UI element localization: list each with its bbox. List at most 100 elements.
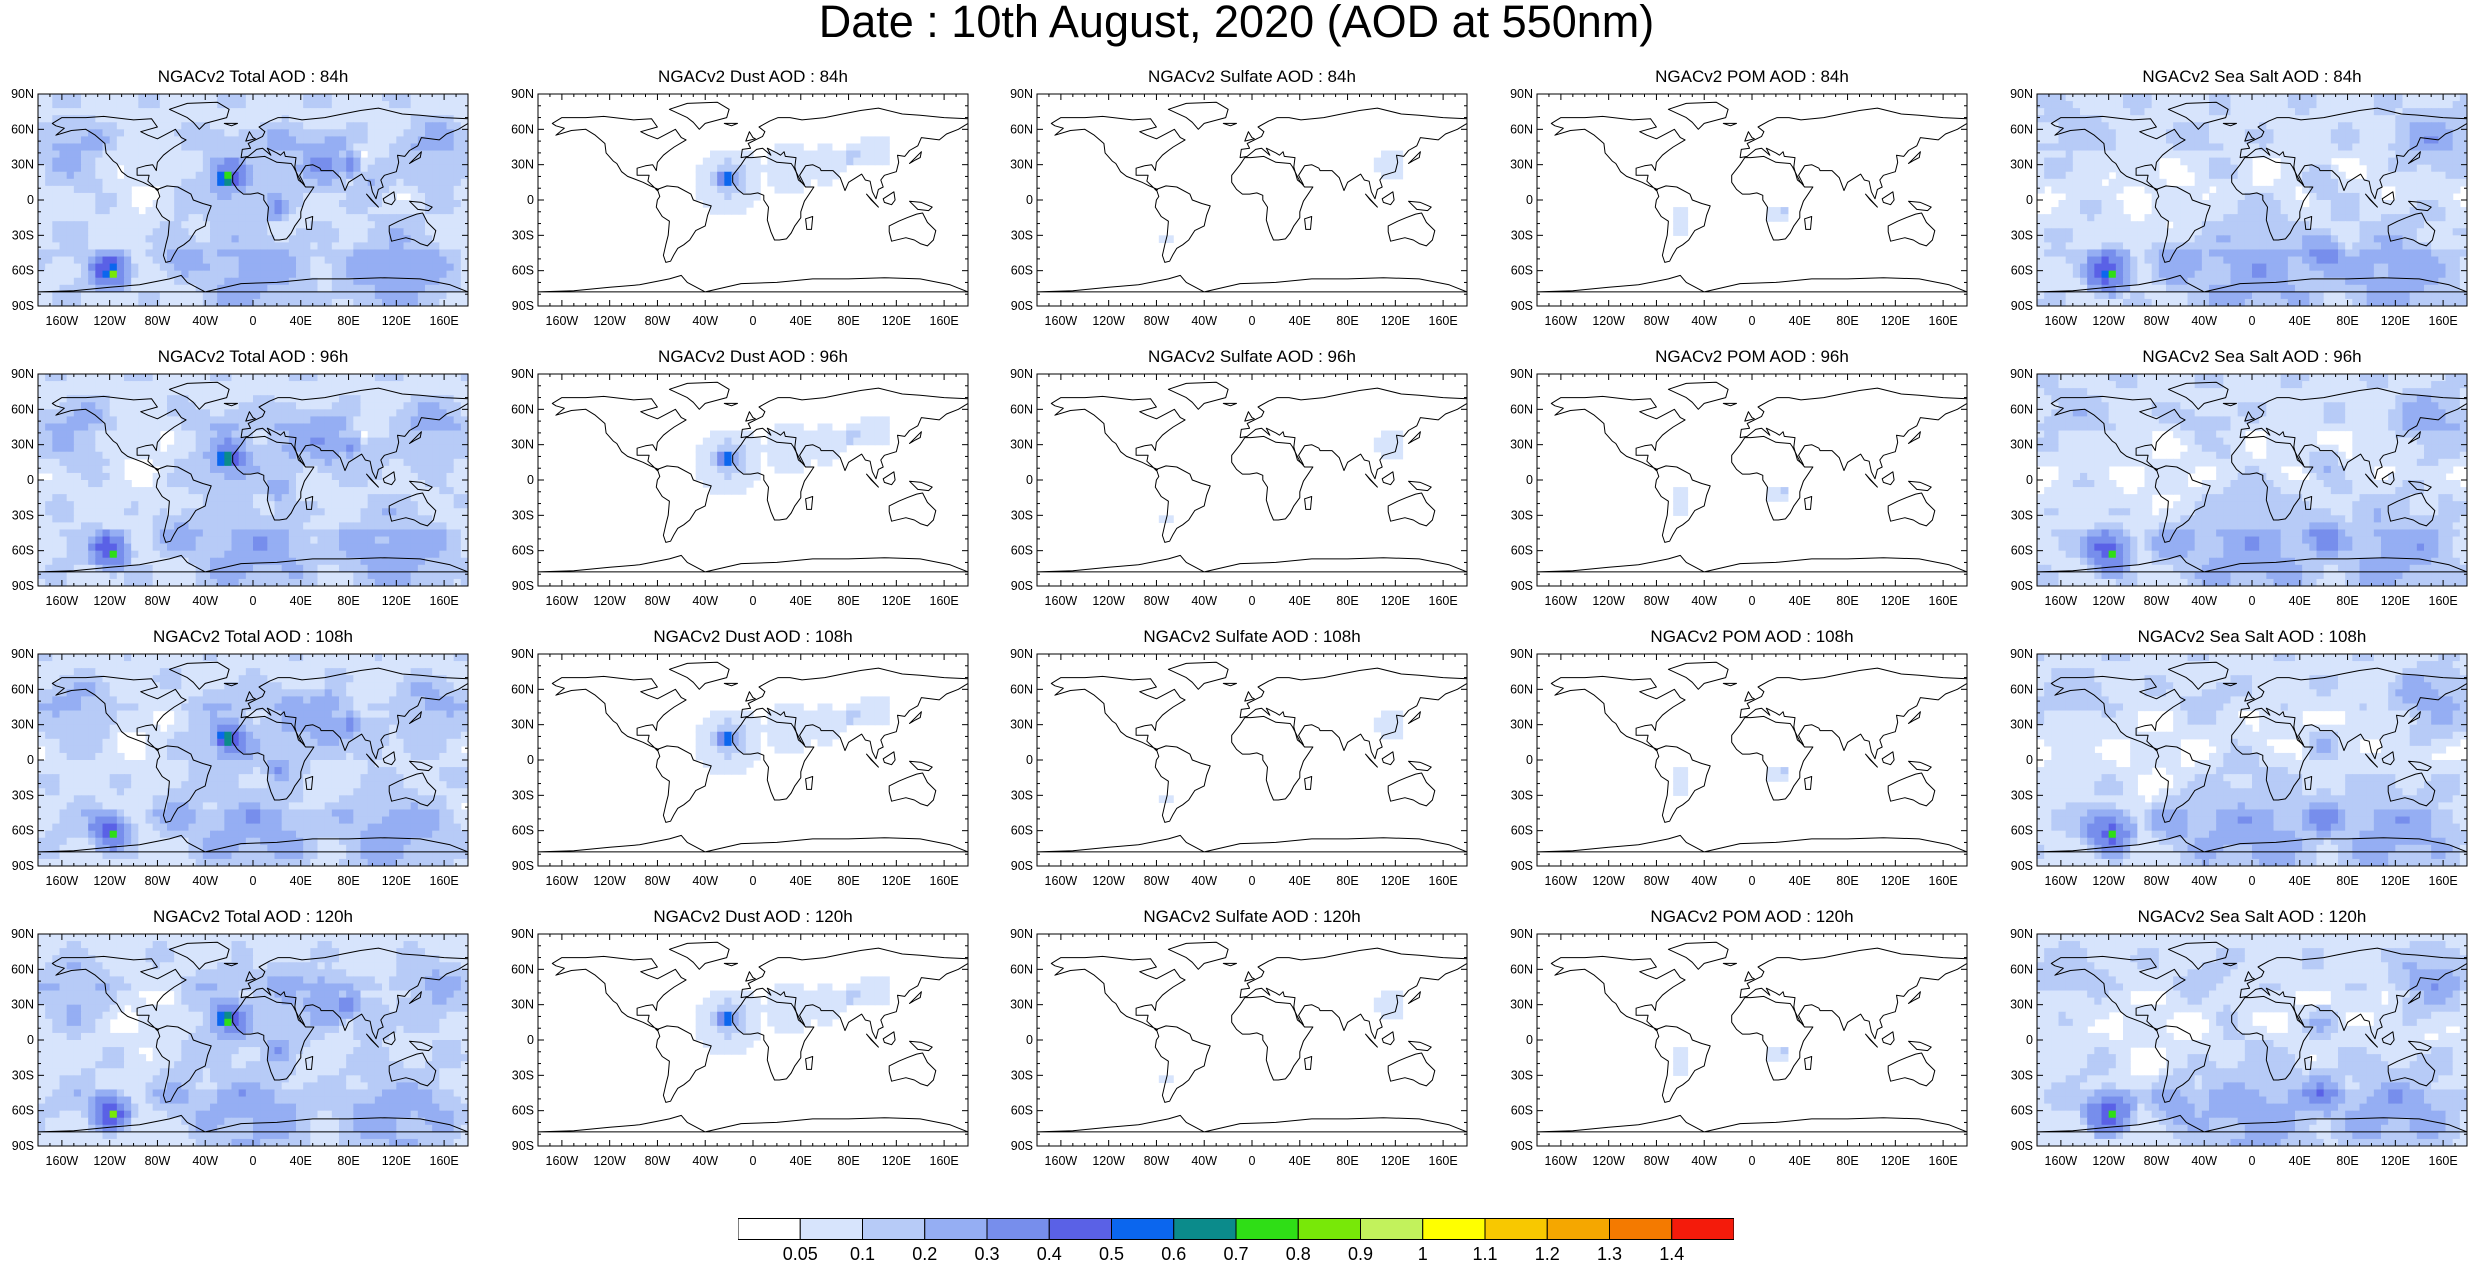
axis-tick-label: 80W [1144,594,1170,608]
axis-tick-label: 120W [593,314,626,328]
axis-tick-label: 40E [1289,1154,1311,1168]
axis-tick-label: 80E [337,314,359,328]
axis-tick-label: 80W [145,314,171,328]
axis-tick-label: 90N [511,647,534,661]
colorbar-swatch [1236,1219,1298,1240]
axis-tick-label: 0 [27,193,34,207]
axis-tick-label: 160E [1429,874,1458,888]
axis-tick-label: 0 [1026,753,1033,767]
axis-tick-label: 160E [2429,314,2458,328]
axis-tick-label: 60N [2010,402,2033,416]
axis-tick-label: 0 [1526,753,1533,767]
axis-tick-label: 90S [12,299,34,313]
axis-tick-label: 120E [382,1154,411,1168]
axis-tick-label: 90S [1011,299,1033,313]
axis-tick-label: 160E [1929,874,1958,888]
axis-tick-label: 30S [1011,1068,1033,1082]
axis-tick-label: 160W [1545,874,1578,888]
axis-tick-label: 0 [2026,193,2033,207]
axis-tick-label: 160E [2429,594,2458,608]
axis-tick-label: 60S [2011,264,2033,278]
axis-tick-label: 60N [511,682,534,696]
axis-tick-label: 30S [2011,788,2033,802]
axis-tick-label: 60S [2011,544,2033,558]
axis-tick-label: 0 [527,193,534,207]
axis-tick-label: 80E [837,1154,859,1168]
axis-tick-label: 60N [1010,122,1033,136]
axis-tick-label: 160W [1045,314,1078,328]
axis-tick-label: 120E [882,874,911,888]
axis-tick-label: 160E [430,594,459,608]
axis-tick-label: 160E [2429,1154,2458,1168]
axis-tick-label: 80W [145,594,171,608]
colorbar-swatch [1361,1219,1423,1240]
axis-tick-label: 30N [11,438,34,452]
axis-tick-label: 0 [750,1154,757,1168]
axis-tick-label: 40E [290,874,312,888]
axis-tick-label: 120E [2381,594,2410,608]
axis-tick-label: 40W [192,314,218,328]
axis-tick-label: 0 [1249,1154,1256,1168]
axis-tick-label: 40E [2289,1154,2311,1168]
axis-tick-label: 90S [12,579,34,593]
axis-tick-label: 160E [1429,314,1458,328]
axis-tick-label: 30N [511,158,534,172]
colorbar-swatch [1610,1219,1672,1240]
axis-tick-label: 90S [1011,859,1033,873]
axis-tick-label: 0 [2249,1154,2256,1168]
colorbar-label: 0.4 [1019,1244,1079,1265]
axis-tick-label: 30N [1510,438,1533,452]
axis-tick-label: 90N [11,87,34,101]
axis-tick-label: 0 [1526,473,1533,487]
axis-tick-label: 30S [2011,228,2033,242]
axis-tick-label: 120E [1381,874,1410,888]
axis-tick-label: 90S [1511,299,1533,313]
axis-tick-label: 120W [593,594,626,608]
axis-tick-label: 40E [2289,314,2311,328]
colorbar-label: 0.9 [1331,1244,1391,1265]
axis-tick-label: 30N [511,998,534,1012]
colorbar-label: 0.2 [895,1244,955,1265]
axis-tick-label: 30S [2011,1068,2033,1082]
axis-tick-label: 60S [2011,824,2033,838]
axis-tick-label: 80E [2336,314,2358,328]
axis-tick-label: 0 [1026,193,1033,207]
axis-tick-label: 90S [1011,1139,1033,1153]
axis-tick-label: 90N [1510,367,1533,381]
axis-tick-label: 160E [1429,594,1458,608]
axis-tick-label: 30N [2010,998,2033,1012]
axis-tick-label: 120E [1881,314,1910,328]
colorbar-swatch [738,1219,800,1240]
axis-tick-label: 60N [1510,962,1533,976]
colorbar-label: 1 [1393,1244,1453,1265]
axis-tick-label: 30N [11,718,34,732]
colorbar-label: 0.1 [833,1244,893,1265]
axis-tick-label: 80E [1836,594,1858,608]
axis-tick-label: 80E [1336,594,1358,608]
axis-tick-label: 120E [1881,1154,1910,1168]
axis-tick-label: 160W [46,594,79,608]
colorbar-label: 0.05 [770,1244,830,1265]
axis-tick-label: 80E [2336,1154,2358,1168]
axis-tick-label: 60S [1011,824,1033,838]
axis-tick-label: 120W [2092,874,2125,888]
axis-tick-label: 40E [1789,874,1811,888]
axis-tick-label: 90N [511,927,534,941]
colorbar-label: 1.1 [1455,1244,1515,1265]
axis-tick-label: 40E [1289,594,1311,608]
axis-tick-label: 60S [512,824,534,838]
axis-tick-label: 80W [645,314,671,328]
axis-tick-label: 80E [837,874,859,888]
axis-tick-label: 160E [1929,594,1958,608]
